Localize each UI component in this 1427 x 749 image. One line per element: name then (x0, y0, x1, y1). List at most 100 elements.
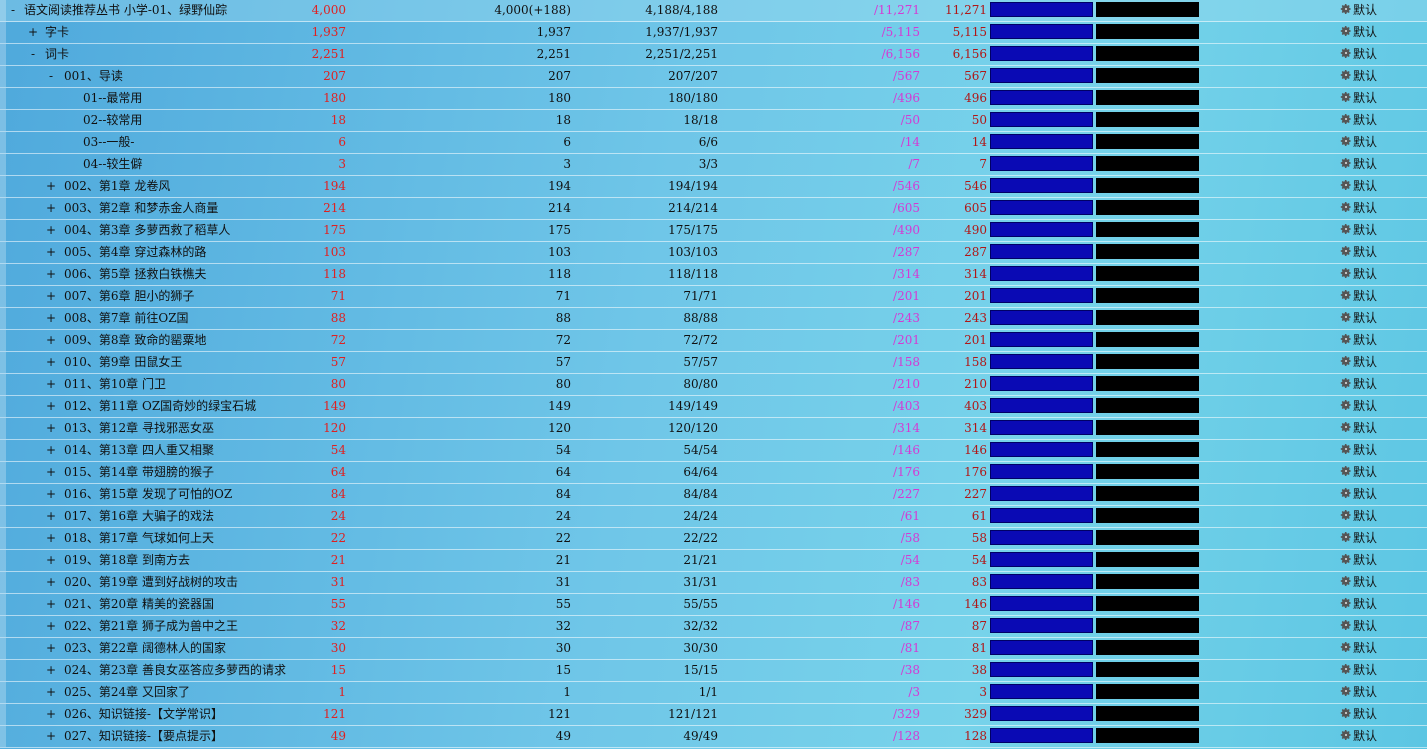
deck-name[interactable]: 013、第12章 寻找邪恶女巫 (64, 421, 214, 435)
options-button[interactable]: 默认 (1340, 638, 1400, 659)
deck-name[interactable]: 005、第4章 穿过森林的路 (64, 245, 207, 259)
deck-name[interactable]: 021、第20章 精美的瓷器国 (64, 597, 214, 611)
options-button[interactable]: 默认 (1340, 484, 1400, 505)
deck-name[interactable]: 语文阅读推荐丛书 小学-01、绿野仙踪 (24, 3, 228, 17)
expand-toggle[interactable]: + (45, 553, 57, 567)
options-button[interactable]: 默认 (1340, 572, 1400, 593)
tree-row[interactable]: +008、第7章 前往OZ国 88 88 88/88/243 243 默认 (0, 308, 1427, 330)
deck-name[interactable]: 词卡 (45, 47, 70, 61)
options-button[interactable]: 默认 (1340, 132, 1400, 153)
tree-row[interactable]: +011、第10章 门卫 80 80 80/80/210 210 默认 (0, 374, 1427, 396)
options-button[interactable]: 默认 (1340, 242, 1400, 263)
expand-toggle[interactable]: + (45, 487, 57, 501)
deck-name[interactable]: 027、知识链接-【要点提示】 (64, 729, 223, 743)
tree-row[interactable]: +014、第13章 四人重又相聚 54 54 54/54/146 146 默认 (0, 440, 1427, 462)
options-button[interactable]: 默认 (1340, 88, 1400, 109)
options-button[interactable]: 默认 (1340, 374, 1400, 395)
options-button[interactable]: 默认 (1340, 726, 1400, 747)
options-button[interactable]: 默认 (1340, 528, 1400, 549)
options-button[interactable]: 默认 (1340, 396, 1400, 417)
deck-name[interactable]: 011、第10章 门卫 (64, 377, 166, 391)
tree-row[interactable]: +012、第11章 OZ国奇妙的绿宝石城 149 149 149/149/403 403… (0, 396, 1427, 418)
tree-row[interactable]: +010、第9章 田鼠女王 57 57 57/57/158 158 默认 (0, 352, 1427, 374)
expand-toggle[interactable]: + (45, 531, 57, 545)
deck-name[interactable]: 002、第1章 龙卷风 (64, 179, 171, 193)
tree-row[interactable]: +022、第21章 狮子成为兽中之王 32 32 32/32/87 87 默认 (0, 616, 1427, 638)
expand-toggle[interactable]: + (45, 641, 57, 655)
deck-name[interactable]: 025、第24章 又回家了 (64, 685, 190, 699)
options-button[interactable]: 默认 (1340, 286, 1400, 307)
tree-row[interactable]: +006、第5章 拯救白铁樵夫 118 118 118/118/314 314 默认 (0, 264, 1427, 286)
expand-toggle[interactable]: + (27, 25, 39, 39)
expand-toggle[interactable]: + (45, 729, 57, 743)
expand-toggle[interactable]: + (45, 509, 57, 523)
expand-toggle[interactable]: + (45, 289, 57, 303)
deck-name[interactable]: 009、第8章 致命的罂粟地 (64, 333, 207, 347)
tree-row[interactable]: + 字卡 1,937 1,937 1,937/1,937/5,115 5,115 默认 (0, 22, 1427, 44)
deck-name[interactable]: 019、第18章 到南方去 (64, 553, 190, 567)
tree-row[interactable]: +016、第15章 发现了可怕的OZ 84 84 84/84/227 227 默认 (0, 484, 1427, 506)
expand-toggle[interactable]: + (45, 245, 57, 259)
tree-row[interactable]: +019、第18章 到南方去 21 21 21/21/54 54 默认 (0, 550, 1427, 572)
deck-name[interactable]: 026、知识链接-【文学常识】 (64, 707, 223, 721)
deck-name[interactable]: 03--一般- (83, 135, 135, 149)
expand-toggle[interactable]: + (45, 575, 57, 589)
deck-name[interactable]: 001、导读 (64, 69, 123, 83)
expand-toggle[interactable]: + (45, 707, 57, 721)
expand-toggle[interactable]: + (45, 201, 57, 215)
expand-toggle[interactable]: + (45, 399, 57, 413)
deck-name[interactable]: 008、第7章 前往OZ国 (64, 311, 189, 325)
tree-row[interactable]: +007、第6章 胆小的狮子 71 71 71/71/201 201 默认 (0, 286, 1427, 308)
expand-toggle[interactable]: + (45, 377, 57, 391)
tree-row[interactable]: +023、第22章 阔德林人的国家 30 30 30/30/81 81 默认 (0, 638, 1427, 660)
tree-row[interactable]: +020、第19章 遭到好战树的攻击 31 31 31/31/83 83 默认 (0, 572, 1427, 594)
tree-row[interactable]: - 语文阅读推荐丛书 小学-01、绿野仙踪 4,000 4,000(+188) 4,18… (0, 0, 1427, 22)
options-button[interactable]: 默认 (1340, 176, 1400, 197)
tree-row[interactable]: +003、第2章 和梦赤金人商量 214 214 214/214/605 605 默认 (0, 198, 1427, 220)
tree-row[interactable]: +018、第17章 气球如何上天 22 22 22/22/58 58 默认 (0, 528, 1427, 550)
deck-name[interactable]: 007、第6章 胆小的狮子 (64, 289, 195, 303)
tree-row[interactable]: 04--较生僻 3 3 3/3/7 7 默认 (0, 154, 1427, 176)
options-button[interactable]: 默认 (1340, 418, 1400, 439)
tree-row[interactable]: +026、知识链接-【文学常识】 121 121 121/121/329 329 默认 (0, 704, 1427, 726)
deck-name[interactable]: 04--较生僻 (83, 157, 143, 171)
tree-row[interactable]: -001、导读 207 207 207/207/567 567 默认 (0, 66, 1427, 88)
options-button[interactable]: 默认 (1340, 440, 1400, 461)
expand-toggle[interactable]: + (45, 619, 57, 633)
deck-name[interactable]: 018、第17章 气球如何上天 (64, 531, 214, 545)
tree-row[interactable]: +005、第4章 穿过森林的路 103 103 103/103/287 287 默认 (0, 242, 1427, 264)
tree-row[interactable]: +025、第24章 又回家了 1 1 1/1/3 3 默认 (0, 682, 1427, 704)
deck-name[interactable]: 014、第13章 四人重又相聚 (64, 443, 214, 457)
expand-toggle[interactable]: + (45, 597, 57, 611)
expand-toggle[interactable]: + (45, 223, 57, 237)
options-button[interactable]: 默认 (1340, 220, 1400, 241)
expand-toggle[interactable]: + (45, 355, 57, 369)
expand-toggle[interactable]: + (45, 421, 57, 435)
tree-row[interactable]: +024、第23章 善良女巫答应多萝西的请求 15 15 15/15/38 38 默认 (0, 660, 1427, 682)
options-button[interactable]: 默认 (1340, 462, 1400, 483)
deck-name[interactable]: 004、第3章 多萝西救了稻草人 (64, 223, 231, 237)
tree-row[interactable]: +013、第12章 寻找邪恶女巫 120 120 120/120/314 314 默认 (0, 418, 1427, 440)
options-button[interactable]: 默认 (1340, 264, 1400, 285)
deck-name[interactable]: 016、第15章 发现了可怕的OZ (64, 487, 233, 501)
deck-name[interactable]: 010、第9章 田鼠女王 (64, 355, 183, 369)
deck-name[interactable]: 006、第5章 拯救白铁樵夫 (64, 267, 207, 281)
collapse-toggle[interactable]: - (30, 47, 36, 61)
expand-toggle[interactable]: + (45, 685, 57, 699)
options-button[interactable]: 默认 (1340, 66, 1400, 87)
deck-name[interactable]: 01--最常用 (83, 91, 143, 105)
options-button[interactable]: 默认 (1340, 330, 1400, 351)
options-button[interactable]: 默认 (1340, 704, 1400, 725)
options-button[interactable]: 默认 (1340, 660, 1400, 681)
options-button[interactable]: 默认 (1340, 506, 1400, 527)
expand-toggle[interactable]: + (45, 333, 57, 347)
collapse-toggle[interactable]: - (10, 3, 16, 17)
deck-name[interactable]: 017、第16章 大骗子的戏法 (64, 509, 214, 523)
tree-row[interactable]: 01--最常用 180 180 180/180/496 496 默认 (0, 88, 1427, 110)
options-button[interactable]: 默认 (1340, 44, 1400, 65)
tree-row[interactable]: +015、第14章 带翅膀的猴子 64 64 64/64/176 176 默认 (0, 462, 1427, 484)
options-button[interactable]: 默认 (1340, 682, 1400, 703)
collapse-toggle[interactable]: - (48, 69, 54, 83)
options-button[interactable]: 默认 (1340, 110, 1400, 131)
options-button[interactable]: 默认 (1340, 594, 1400, 615)
